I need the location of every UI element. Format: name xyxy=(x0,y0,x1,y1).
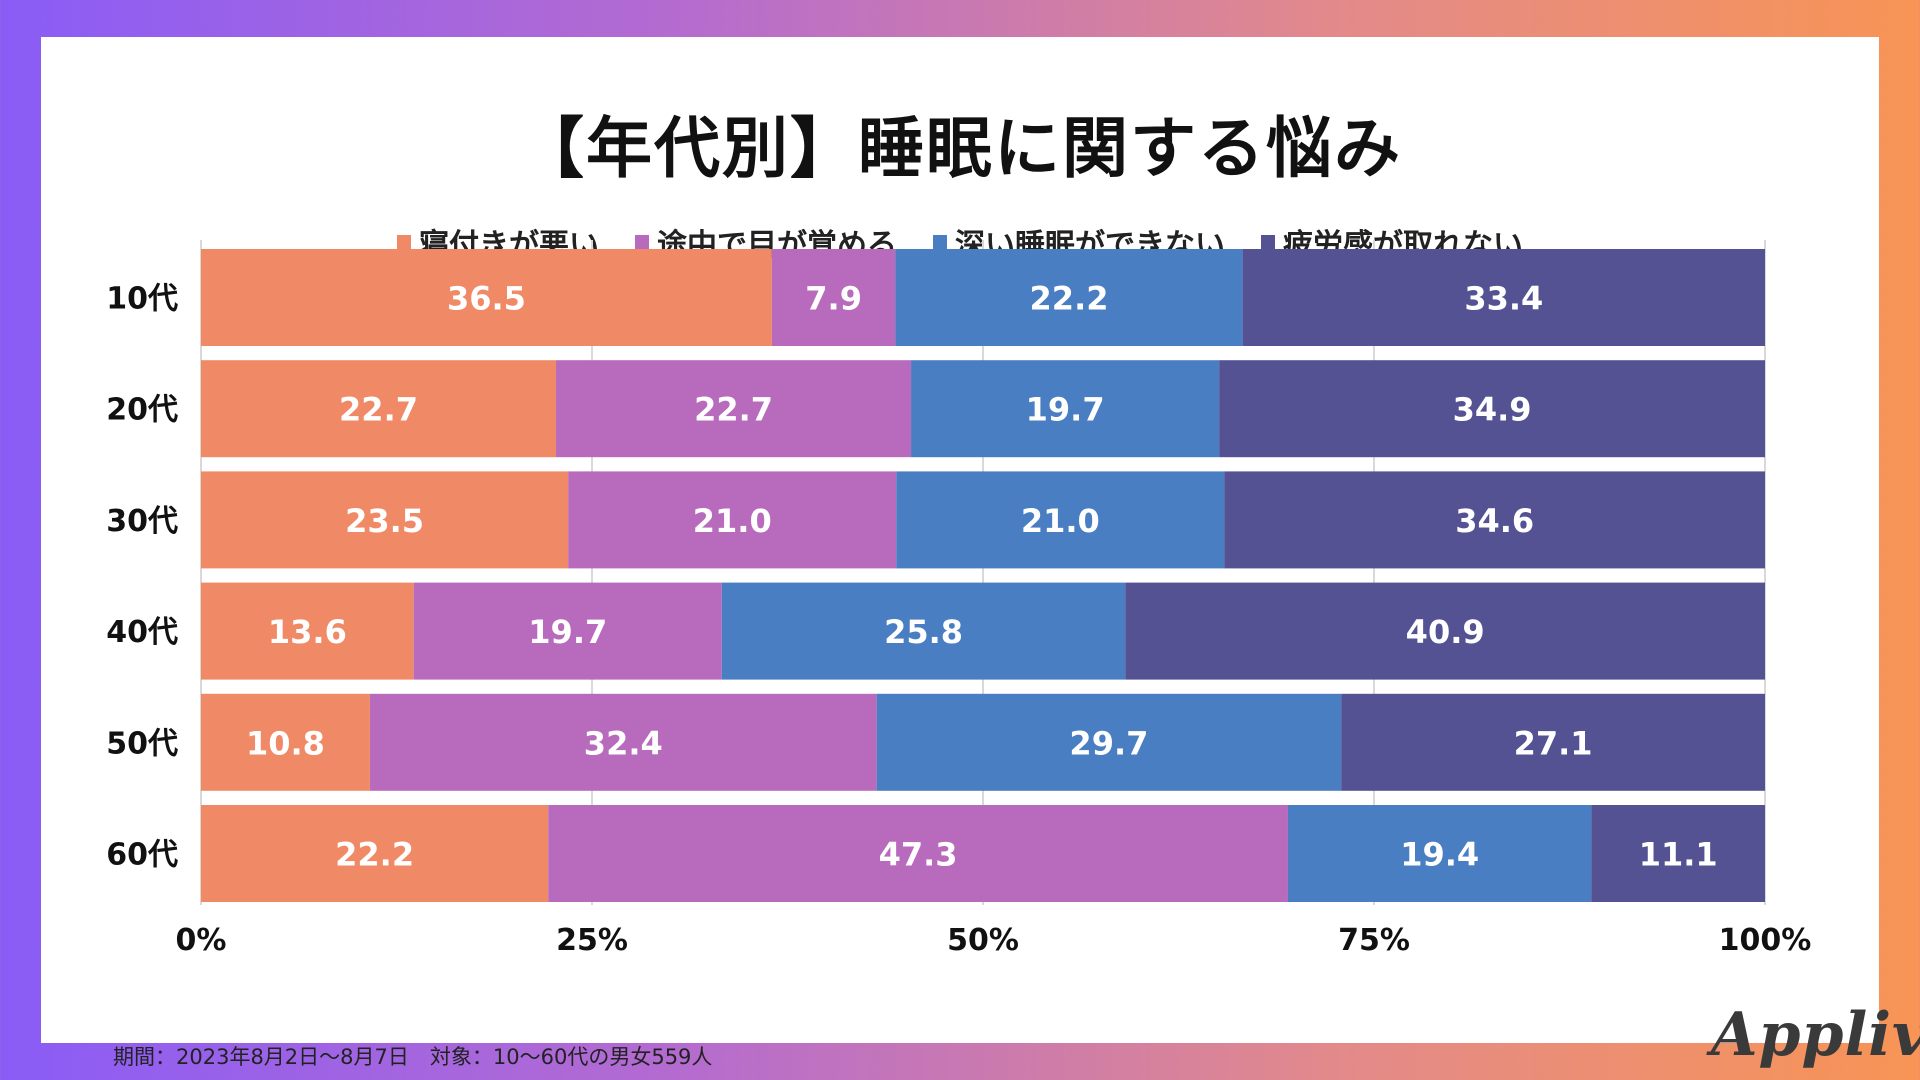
bar-1-3 xyxy=(1219,360,1765,458)
bar-2-0 xyxy=(201,471,569,569)
bar-4-1 xyxy=(369,693,877,791)
bar-4-3 xyxy=(1341,693,1765,791)
category-label-2: 30代 xyxy=(106,504,178,539)
x-tick-label-3: 75% xyxy=(1338,923,1410,958)
x-tick-label-4: 100% xyxy=(1719,923,1812,958)
category-label-3: 40代 xyxy=(106,615,178,650)
category-label-5: 60代 xyxy=(106,838,178,873)
legend-swatch-1 xyxy=(635,235,649,249)
survey-note: 期間：2023年8月2日〜8月7日 対象：10〜60代の男女559人 xyxy=(113,1045,713,1069)
bar-label-5-3: 11.1 xyxy=(1639,836,1718,874)
bar-label-4-2: 29.7 xyxy=(1069,724,1148,762)
bar-label-3-0: 13.6 xyxy=(268,613,347,651)
bar-0-0 xyxy=(201,249,772,346)
bar-label-1-3: 34.9 xyxy=(1453,391,1532,429)
bar-label-2-3: 34.6 xyxy=(1455,502,1534,540)
bar-label-1-0: 22.7 xyxy=(339,391,418,429)
bar-3-0 xyxy=(201,582,414,680)
bar-5-1 xyxy=(548,805,1288,902)
bar-5-3 xyxy=(1591,805,1765,902)
bar-3-2 xyxy=(721,582,1126,680)
bar-0-2 xyxy=(895,249,1243,346)
bar-3-3 xyxy=(1125,582,1765,680)
bar-label-0-2: 22.2 xyxy=(1030,280,1109,318)
bar-5-0 xyxy=(201,805,549,902)
bar-label-5-2: 19.4 xyxy=(1400,836,1479,874)
bar-2-2 xyxy=(896,471,1225,569)
legend-swatch-0 xyxy=(397,235,411,249)
bar-label-0-3: 33.4 xyxy=(1464,280,1543,318)
bar-label-5-0: 22.2 xyxy=(335,836,414,874)
bar-4-0 xyxy=(201,693,370,791)
bar-0-1 xyxy=(771,249,896,346)
bar-label-1-1: 22.7 xyxy=(694,391,773,429)
category-label-1: 20代 xyxy=(106,393,178,428)
bar-label-5-1: 47.3 xyxy=(879,836,958,874)
x-tick-label-1: 25% xyxy=(556,923,628,958)
bar-label-3-1: 19.7 xyxy=(528,613,607,651)
category-label-0: 10代 xyxy=(106,282,178,317)
bar-label-4-0: 10.8 xyxy=(246,724,325,762)
bar-label-2-1: 21.0 xyxy=(693,502,772,540)
category-label-4: 50代 xyxy=(106,726,178,761)
x-tick-label-0: 0% xyxy=(176,923,227,958)
bar-2-1 xyxy=(568,471,897,569)
bar-label-4-1: 32.4 xyxy=(584,724,663,762)
legend-swatch-2 xyxy=(933,235,947,249)
bar-0-3 xyxy=(1242,249,1765,346)
legend-swatch-3 xyxy=(1261,235,1275,249)
bar-3-1 xyxy=(413,582,722,680)
bar-label-0-1: 7.9 xyxy=(805,280,862,318)
x-tick-label-2: 50% xyxy=(947,923,1019,958)
bar-label-1-2: 19.7 xyxy=(1026,391,1105,429)
bar-label-3-3: 40.9 xyxy=(1406,613,1485,651)
bar-label-4-3: 27.1 xyxy=(1514,724,1593,762)
bar-1-1 xyxy=(556,360,912,458)
bar-5-2 xyxy=(1287,805,1592,902)
bar-label-3-2: 25.8 xyxy=(884,613,963,651)
bar-4-2 xyxy=(876,693,1342,791)
bar-label-2-2: 21.0 xyxy=(1021,502,1100,540)
bar-label-2-0: 23.5 xyxy=(345,502,424,540)
bar-1-2 xyxy=(911,360,1220,458)
applic-logo: Appliv xyxy=(1711,1000,1920,1070)
bar-2-3 xyxy=(1224,471,1765,569)
bar-1-0 xyxy=(201,360,557,458)
chart-title: 【年代別】睡眠に関する悩み xyxy=(518,110,1402,187)
bar-label-0-0: 36.5 xyxy=(447,280,526,318)
